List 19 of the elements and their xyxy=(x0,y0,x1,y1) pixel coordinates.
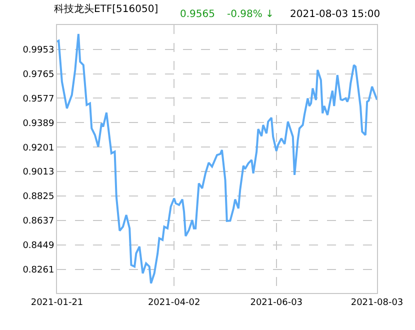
x-tick-label: 2021-06-03 xyxy=(250,298,303,308)
y-tick-label: 0.8637 xyxy=(22,216,54,227)
y-tick-label: 0.9765 xyxy=(22,70,54,80)
y-tick-label: 0.9201 xyxy=(22,143,54,154)
x-tick-label: 2021-08-03 xyxy=(350,298,404,308)
y-tick-label: 0.8449 xyxy=(22,241,54,252)
y-tick-label: 0.9577 xyxy=(22,94,54,104)
y-tick-label: 0.9389 xyxy=(22,118,54,129)
line-series xyxy=(57,32,377,284)
chart-title: 科技龙头ETF[516050] xyxy=(54,2,158,15)
text: 2021-08-03 15:00 xyxy=(290,9,380,20)
x-tick-label: 2021-01-21 xyxy=(30,298,84,308)
y-tick-label: 0.8825 xyxy=(22,192,54,202)
text: -0.98% ↓ xyxy=(227,9,274,20)
y-tick-label: 0.9013 xyxy=(22,168,54,178)
y-tick-label: 0.8261 xyxy=(22,265,54,276)
y-tick-label: 0.9953 xyxy=(22,45,54,56)
x-tick-label: 2021-04-02 xyxy=(148,298,200,308)
text: 0.9565 xyxy=(180,9,215,20)
